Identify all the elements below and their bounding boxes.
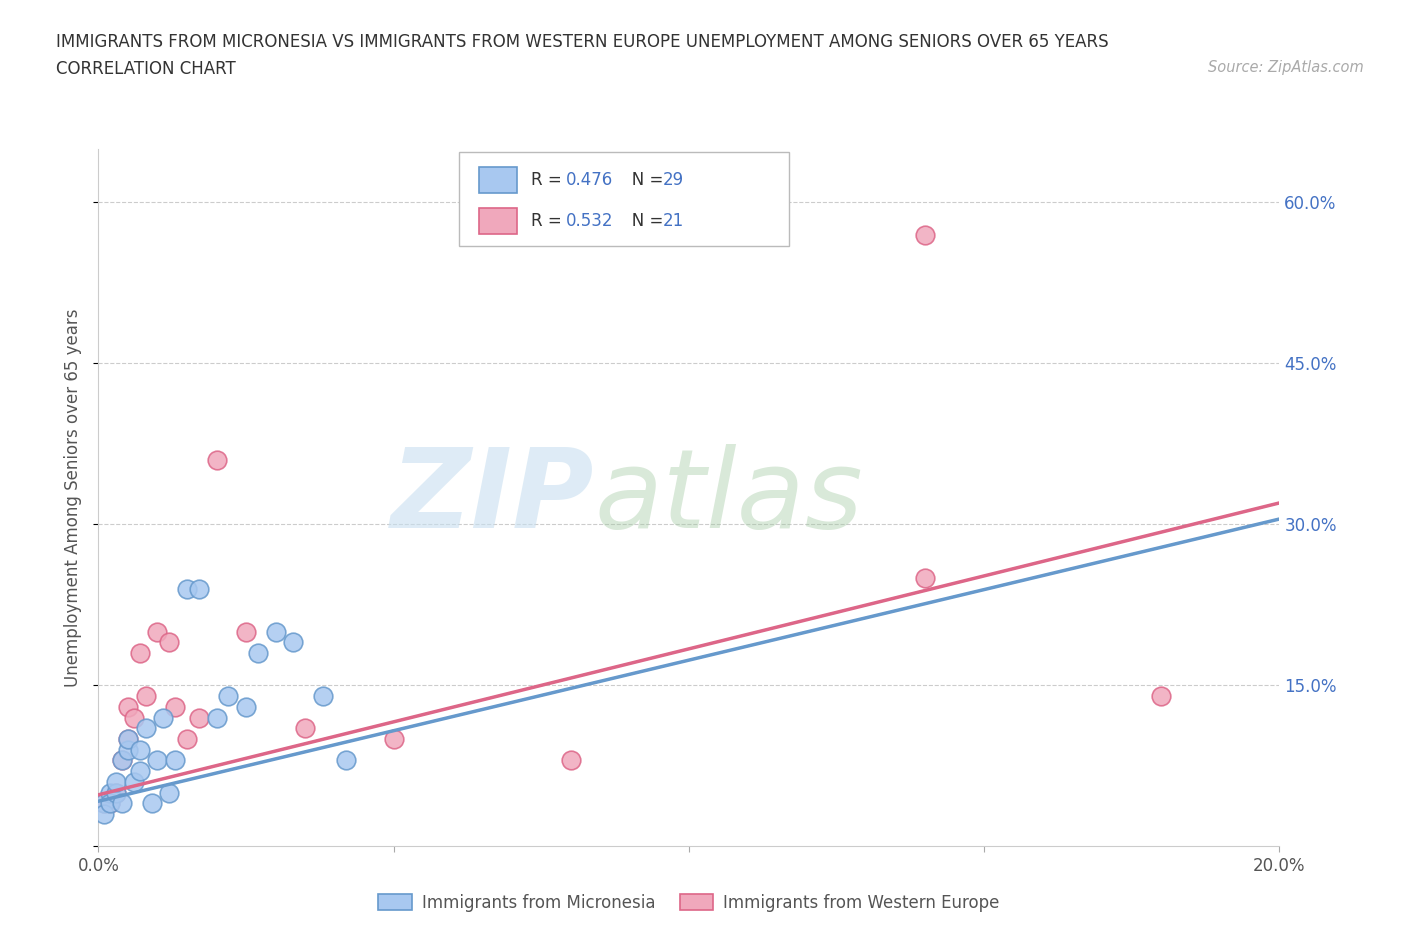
Point <box>122 775 145 790</box>
Point <box>146 753 169 768</box>
Point <box>235 624 257 639</box>
Point <box>93 796 115 811</box>
Point <box>98 785 121 800</box>
Text: CORRELATION CHART: CORRELATION CHART <box>56 60 236 78</box>
Text: IMMIGRANTS FROM MICRONESIA VS IMMIGRANTS FROM WESTERN EUROPE UNEMPLOYMENT AMONG : IMMIGRANTS FROM MICRONESIA VS IMMIGRANTS… <box>56 33 1109 50</box>
Point <box>176 581 198 596</box>
Point <box>187 581 209 596</box>
FancyBboxPatch shape <box>458 153 789 246</box>
Point <box>117 699 139 714</box>
Point <box>128 764 150 778</box>
Point <box>294 721 316 736</box>
Text: R =: R = <box>530 171 567 189</box>
Text: N =: N = <box>616 171 668 189</box>
Point <box>135 688 157 703</box>
Text: N =: N = <box>616 212 668 230</box>
Point <box>117 732 139 747</box>
FancyBboxPatch shape <box>478 208 516 234</box>
Legend: Immigrants from Micronesia, Immigrants from Western Europe: Immigrants from Micronesia, Immigrants f… <box>371 887 1007 918</box>
Point <box>165 753 187 768</box>
Text: 29: 29 <box>664 171 685 189</box>
Point <box>157 785 180 800</box>
Point <box>283 635 305 650</box>
Point <box>141 796 163 811</box>
Point <box>187 711 209 725</box>
Point <box>117 742 139 757</box>
Point <box>135 721 157 736</box>
Point <box>152 711 174 725</box>
Text: Source: ZipAtlas.com: Source: ZipAtlas.com <box>1208 60 1364 75</box>
Point <box>246 645 269 660</box>
Point <box>1150 688 1173 703</box>
Point <box>117 732 139 747</box>
Point <box>105 785 128 800</box>
Point <box>382 732 405 747</box>
Point <box>264 624 287 639</box>
Point <box>93 806 115 821</box>
FancyBboxPatch shape <box>478 167 516 193</box>
Point <box>111 753 134 768</box>
Point <box>165 699 187 714</box>
Point <box>111 753 134 768</box>
Point <box>235 699 257 714</box>
Point <box>157 635 180 650</box>
Y-axis label: Unemployment Among Seniors over 65 years: Unemployment Among Seniors over 65 years <box>65 309 83 686</box>
Text: 0.476: 0.476 <box>567 171 613 189</box>
Point <box>205 711 228 725</box>
Point <box>98 796 121 811</box>
Point <box>312 688 335 703</box>
Point <box>105 785 128 800</box>
Point <box>217 688 239 703</box>
Point <box>914 227 936 242</box>
Text: 0.532: 0.532 <box>567 212 613 230</box>
Point <box>128 742 150 757</box>
Point <box>335 753 357 768</box>
Point <box>205 453 228 468</box>
Point <box>560 753 582 768</box>
Point <box>914 571 936 586</box>
Point <box>176 732 198 747</box>
Text: ZIP: ZIP <box>391 444 595 551</box>
Text: 21: 21 <box>664 212 685 230</box>
Text: R =: R = <box>530 212 567 230</box>
Point <box>98 796 121 811</box>
Text: atlas: atlas <box>595 444 863 551</box>
Point <box>93 796 115 811</box>
Point <box>128 645 150 660</box>
Point <box>105 775 128 790</box>
Point <box>146 624 169 639</box>
Point <box>122 711 145 725</box>
Point <box>111 796 134 811</box>
